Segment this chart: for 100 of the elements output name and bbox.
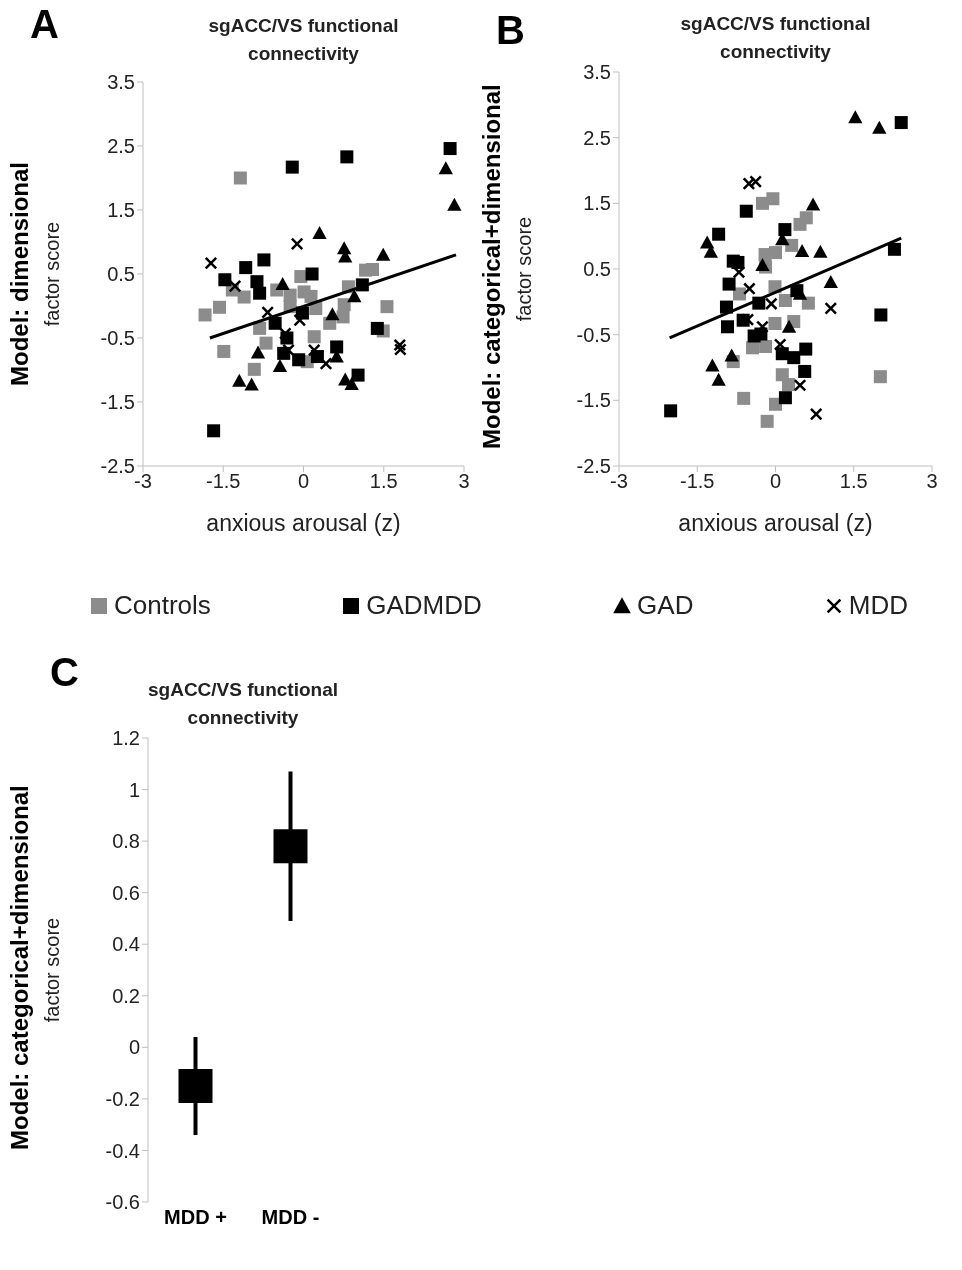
- y-tick-label: 2.5: [107, 135, 135, 158]
- point: [292, 353, 306, 367]
- point: [731, 255, 745, 269]
- point: [746, 341, 760, 355]
- point: [237, 290, 251, 304]
- y-axis-title: Model: dimensional factor score: [7, 161, 64, 388]
- y-tick-label: -1.5: [100, 391, 135, 414]
- x-tick-label: MDD -: [261, 1206, 320, 1229]
- point: [766, 192, 780, 206]
- point: [290, 237, 304, 251]
- point: [253, 321, 267, 335]
- point: [278, 327, 292, 340]
- point: [438, 161, 453, 175]
- y-tick-label: -0.5: [100, 327, 135, 350]
- point: [294, 270, 308, 284]
- point: [813, 244, 828, 258]
- point: [724, 348, 739, 362]
- point: [307, 343, 321, 357]
- y-axis-title: Model: categorical+dimensional factor score: [477, 84, 536, 449]
- x-axis-title: anxious arousal (z): [677, 510, 874, 537]
- point: [344, 376, 359, 390]
- point: [778, 223, 792, 237]
- point: [376, 247, 391, 261]
- point: [217, 344, 231, 358]
- point: [809, 407, 823, 421]
- point: [351, 368, 365, 382]
- y-tick-label: 0.4: [112, 933, 140, 956]
- point: [233, 171, 247, 185]
- point: [759, 339, 773, 353]
- point: [325, 307, 340, 321]
- point: [304, 289, 318, 303]
- x-tick-label: -1.5: [680, 470, 715, 493]
- point: [823, 274, 838, 288]
- point: [370, 321, 384, 335]
- point: [848, 110, 863, 124]
- point: [239, 261, 253, 275]
- legend-label: GAD: [637, 590, 694, 621]
- point: [443, 142, 457, 156]
- point: [782, 378, 796, 392]
- y-tick-label: -0.2: [105, 1087, 140, 1110]
- y-tick-label: -0.6: [105, 1191, 140, 1214]
- y-axis-title: Model: categorical+dimensional factor score: [7, 785, 64, 1150]
- point: [785, 238, 799, 252]
- point: [330, 340, 344, 354]
- x-tick-label: 1.5: [839, 470, 868, 493]
- legend-label: GADMDD: [366, 590, 482, 621]
- y-tick-label: -0.5: [576, 323, 611, 346]
- point: [232, 373, 247, 387]
- x-tick-label: -1.5: [206, 470, 241, 493]
- x-tick-label: 0: [769, 470, 782, 493]
- point: [769, 246, 782, 260]
- point: [253, 286, 267, 300]
- point: [768, 317, 782, 330]
- point: [874, 308, 888, 322]
- point: [764, 297, 778, 311]
- point: [894, 116, 908, 130]
- point: [799, 342, 813, 356]
- point: [268, 316, 282, 330]
- x-tick-label: 0: [297, 470, 310, 493]
- x-axis-title: anxious arousal (z): [205, 510, 402, 537]
- point: [275, 277, 290, 291]
- y-tick-label: 0.2: [112, 984, 140, 1007]
- point: [760, 414, 774, 428]
- point: [347, 289, 362, 303]
- point: [213, 300, 227, 314]
- point: [721, 320, 735, 334]
- point: [712, 227, 726, 241]
- point: [257, 253, 271, 267]
- point: [755, 257, 770, 271]
- point: [824, 301, 838, 315]
- point: [737, 391, 751, 405]
- y-tick-label: 1: [128, 778, 140, 801]
- point: [756, 320, 769, 334]
- point: [741, 313, 755, 327]
- y-tick-label: 0.5: [107, 263, 135, 286]
- y-tick-label: 2.5: [583, 126, 611, 149]
- chart-title: sgACC/VS functional connectivity: [679, 12, 872, 64]
- x-tick-label: 3: [926, 470, 938, 493]
- point: [259, 336, 273, 350]
- y-tick-label: 3.5: [583, 61, 611, 84]
- point: [204, 256, 218, 270]
- point: [887, 242, 901, 256]
- point: [794, 244, 810, 258]
- point: [207, 424, 221, 438]
- y-tick-label: 1.5: [107, 199, 135, 222]
- y-tick-label: 0.5: [583, 258, 611, 281]
- point: [711, 372, 726, 386]
- point: [393, 343, 407, 356]
- point: [312, 225, 327, 239]
- point: [722, 277, 736, 291]
- point: [250, 275, 264, 289]
- point: [873, 370, 887, 384]
- point: [705, 358, 720, 372]
- text: A: [30, 7, 59, 47]
- x-tick-label: -3: [610, 470, 628, 493]
- point: [805, 197, 821, 211]
- y-tick-label: 0: [128, 1036, 140, 1059]
- y-tick-label: 0.8: [112, 830, 140, 853]
- point: [739, 204, 753, 218]
- point: [742, 282, 756, 296]
